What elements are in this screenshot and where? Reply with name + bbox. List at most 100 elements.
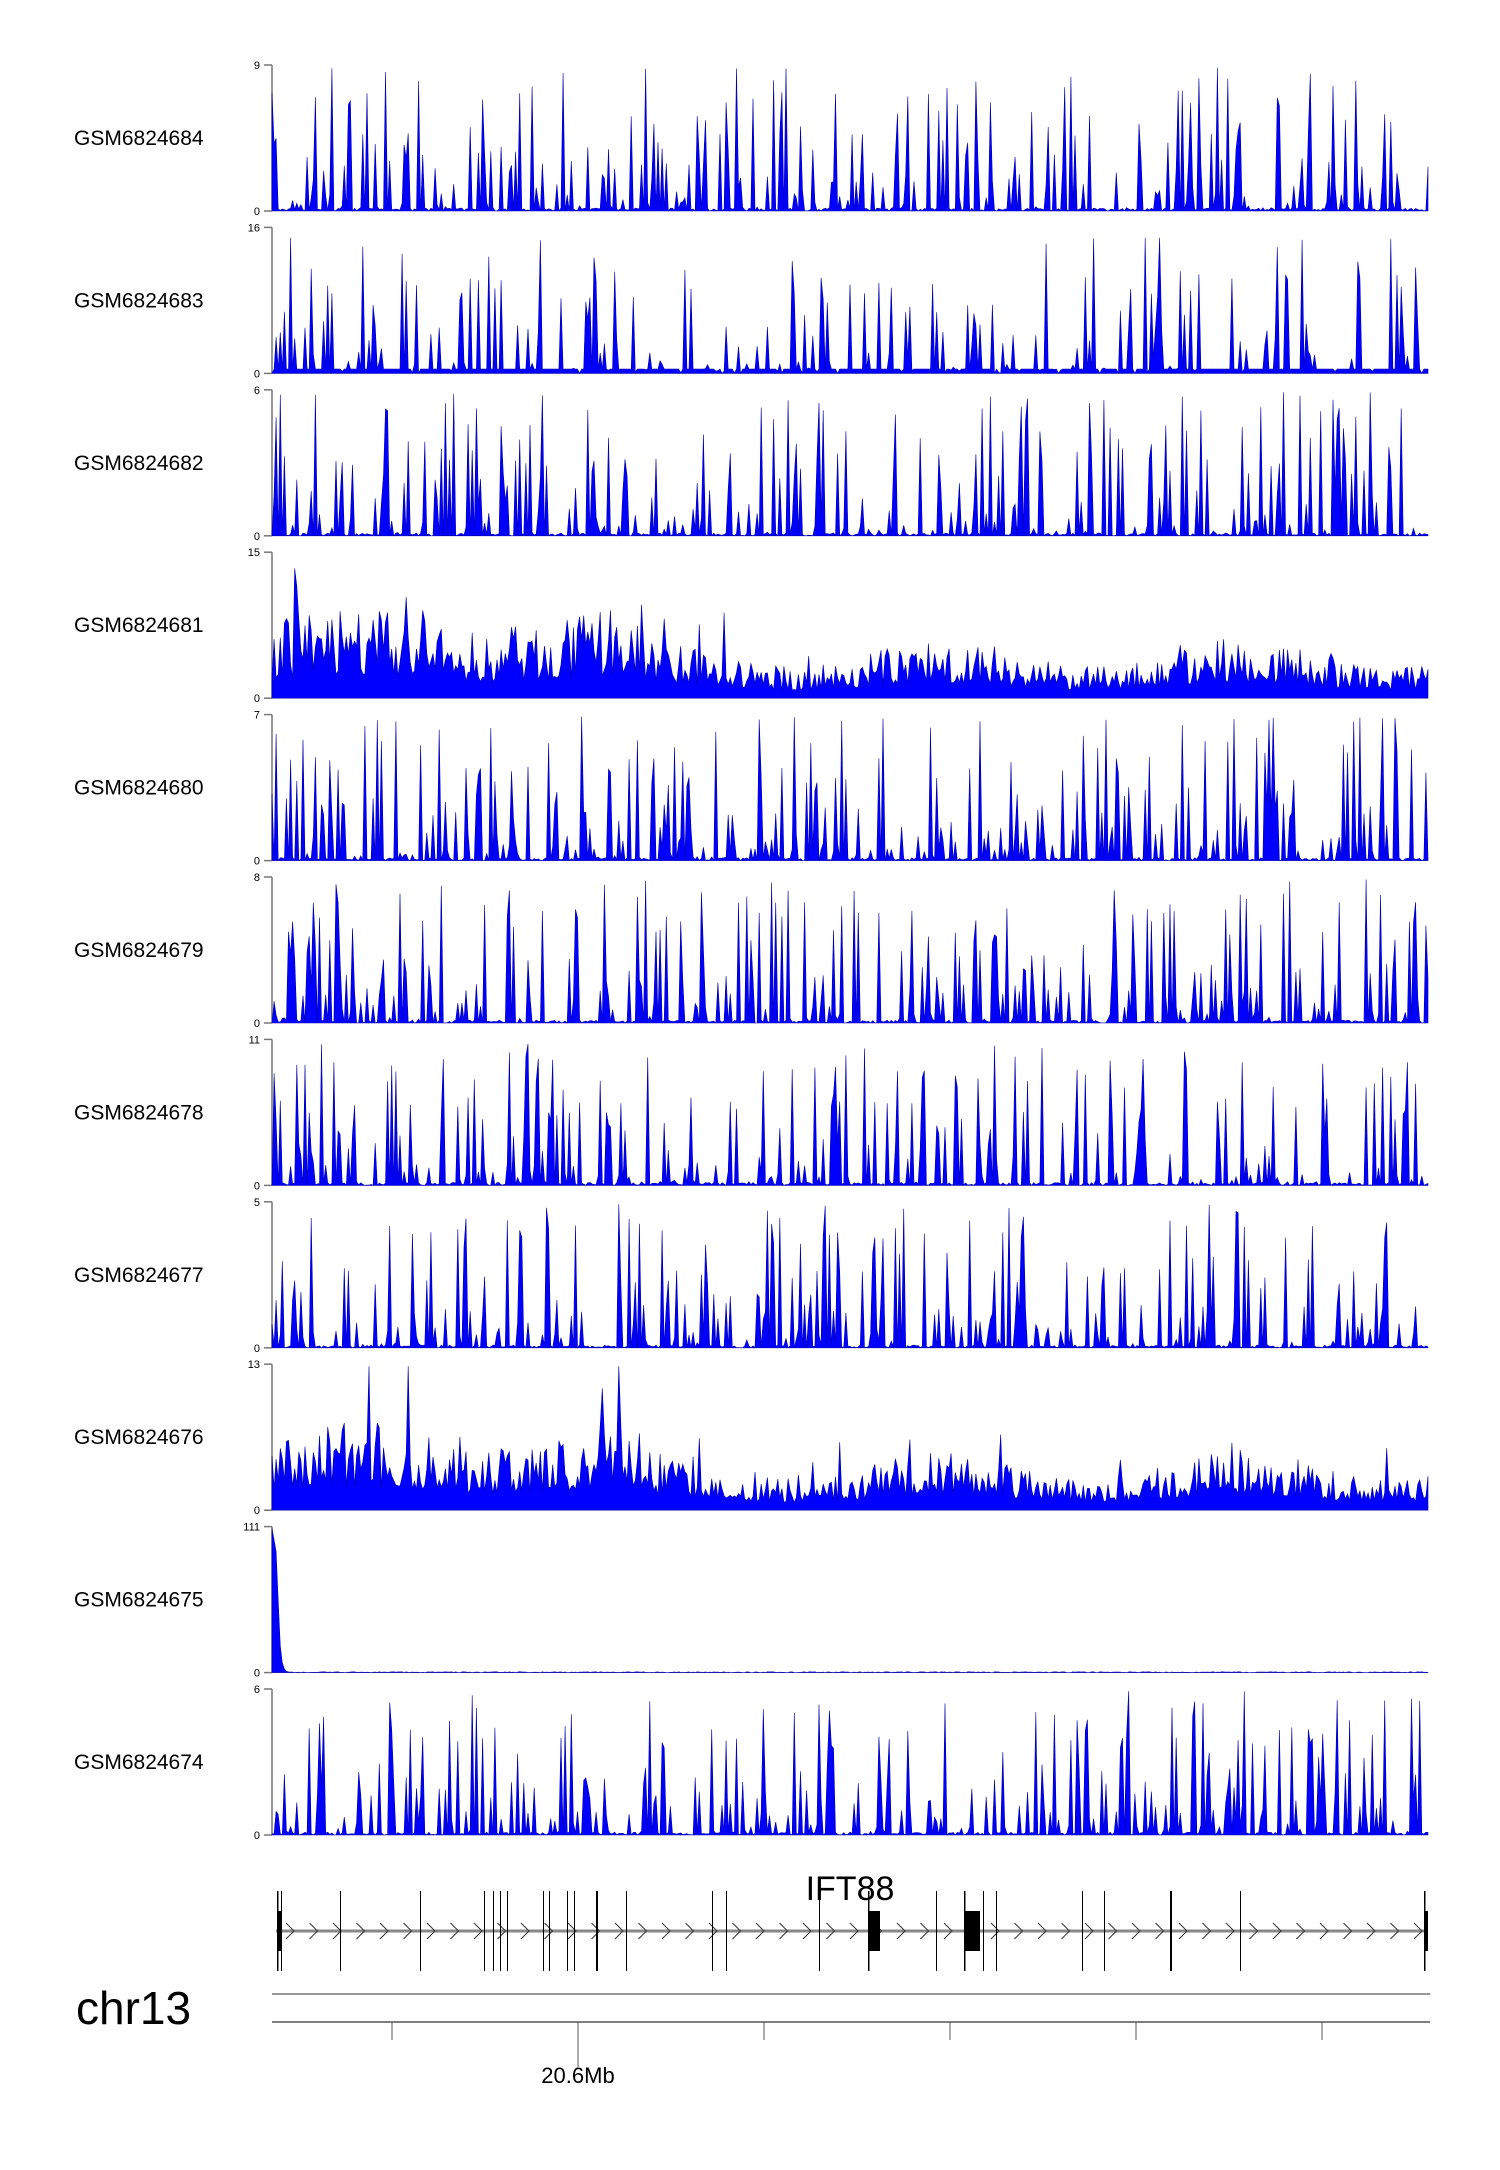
track-GSM6824676: GSM6824676 13 0 — [74, 1359, 1429, 1517]
exon-block — [277, 1911, 281, 1951]
exon-block — [1424, 1911, 1428, 1951]
y-tick-label-max: 7 — [254, 710, 260, 722]
gene-track: IFT88 — [276, 1870, 1428, 1971]
strand-arrow-icon — [1225, 1922, 1235, 1940]
exon — [543, 1891, 544, 1971]
exon — [574, 1891, 575, 1971]
signal-tracks: GSM682468490GSM6824683160GSM682468260GSM… — [74, 60, 1429, 1842]
y-tick-label-max: 9 — [254, 60, 260, 72]
strand-arrow-icon — [1390, 1922, 1400, 1940]
strand-arrow-icon — [309, 1922, 319, 1940]
chromosome-label: chr13 — [76, 1982, 191, 2034]
strand-arrow-icon — [403, 1922, 413, 1940]
signal-area — [271, 1528, 1429, 1673]
y-tick-label-min: 0 — [254, 1830, 260, 1842]
signal-area — [271, 716, 1429, 862]
exon — [996, 1891, 997, 1971]
exon — [281, 1891, 282, 1971]
exon — [726, 1891, 727, 1971]
strand-arrow-icon — [379, 1922, 389, 1940]
track-GSM6824678: GSM6824678 11 0 — [74, 1034, 1429, 1192]
exon — [1170, 1891, 1172, 1971]
exon — [1240, 1891, 1241, 1971]
signal-area — [271, 879, 1429, 1024]
signal-area — [271, 1366, 1429, 1511]
strand-arrow-icon — [1272, 1922, 1282, 1940]
track-GSM6824681: GSM6824681 15 0 — [74, 547, 1429, 705]
strand-arrow-icon — [567, 1922, 577, 1940]
strand-arrow-icon — [661, 1922, 671, 1940]
strand-arrow-icon — [614, 1922, 624, 1940]
exon — [277, 1891, 279, 1971]
track-label: GSM6824679 — [74, 939, 204, 962]
exon — [340, 1891, 341, 1971]
strand-arrow-icon — [638, 1922, 648, 1940]
strand-arrow-icon — [732, 1922, 742, 1940]
signal-area — [271, 1204, 1429, 1349]
strand-arrow-icon — [943, 1922, 953, 1940]
track-GSM6824682: GSM6824682 6 0 — [74, 385, 1429, 543]
exon — [1104, 1891, 1105, 1971]
strand-arrow-icon — [426, 1922, 436, 1940]
exon — [983, 1891, 984, 1971]
strand-arrow-icon — [473, 1922, 483, 1940]
exon — [596, 1891, 598, 1971]
signal-area — [271, 1043, 1429, 1187]
strand-arrow-icon — [1343, 1922, 1353, 1940]
y-tick-label-max: 13 — [248, 1359, 260, 1371]
strand-arrow-icon — [1413, 1922, 1423, 1940]
strand-arrow-icon — [1131, 1922, 1141, 1940]
strand-arrow-icon — [1014, 1922, 1024, 1940]
y-tick-label-min: 0 — [254, 368, 260, 380]
exon — [507, 1891, 508, 1971]
y-tick-label-max: 11 — [249, 1034, 260, 1046]
track-label: GSM6824675 — [74, 1589, 204, 1612]
strand-arrow-icon — [1202, 1922, 1212, 1940]
y-tick-label-max: 15 — [248, 547, 260, 559]
strand-arrow-icon — [1178, 1922, 1188, 1940]
y-tick-label-min: 0 — [254, 693, 260, 705]
strand-arrow-icon — [1061, 1922, 1071, 1940]
y-tick-label-min: 0 — [254, 1180, 260, 1192]
strand-arrow-icon — [826, 1922, 836, 1940]
exon — [712, 1891, 713, 1971]
exon — [549, 1891, 550, 1971]
genome-axis: chr13 20.6Mb — [76, 1982, 1430, 2088]
strand-arrow-icon — [849, 1922, 859, 1940]
track-label: GSM6824677 — [74, 1264, 204, 1287]
exon — [1082, 1891, 1083, 1971]
exon — [626, 1891, 627, 1971]
exon — [500, 1891, 501, 1971]
y-tick-label-max: 111 — [243, 1522, 260, 1534]
track-GSM6824683: GSM6824683 16 0 — [74, 222, 1429, 380]
strand-arrow-icon — [779, 1922, 789, 1940]
strand-arrow-icon — [896, 1922, 906, 1940]
y-tick-label-max: 5 — [254, 1197, 260, 1209]
track-label: GSM6824678 — [74, 1101, 204, 1124]
y-tick-label-max: 6 — [254, 1684, 260, 1696]
track-label: GSM6824683 — [74, 289, 204, 312]
y-tick-label-min: 0 — [254, 1018, 260, 1030]
track-GSM6824684: GSM6824684 9 0 — [74, 60, 1429, 218]
signal-area — [271, 568, 1429, 699]
signal-area — [271, 392, 1429, 537]
exon — [868, 1891, 870, 1971]
signal-area — [271, 237, 1429, 375]
y-tick-label-max: 16 — [248, 222, 260, 234]
track-GSM6824679: GSM6824679 8 0 — [74, 872, 1429, 1030]
strand-arrow-icon — [990, 1922, 1000, 1940]
signal-area — [271, 67, 1429, 213]
y-tick-label-min: 0 — [254, 531, 260, 543]
strand-arrow-icon — [685, 1922, 695, 1940]
exon — [484, 1891, 485, 1971]
exon — [420, 1891, 421, 1971]
strand-arrow-icon — [591, 1922, 601, 1940]
strand-arrow-icon — [1084, 1922, 1094, 1940]
strand-arrow-icon — [544, 1922, 554, 1940]
track-label: GSM6824682 — [74, 452, 204, 475]
track-GSM6824674: GSM6824674 6 0 — [74, 1684, 1429, 1842]
track-GSM6824675: GSM6824675 111 0 — [74, 1522, 1429, 1680]
exon-block — [964, 1911, 980, 1951]
strand-arrow-icon — [1037, 1922, 1047, 1940]
